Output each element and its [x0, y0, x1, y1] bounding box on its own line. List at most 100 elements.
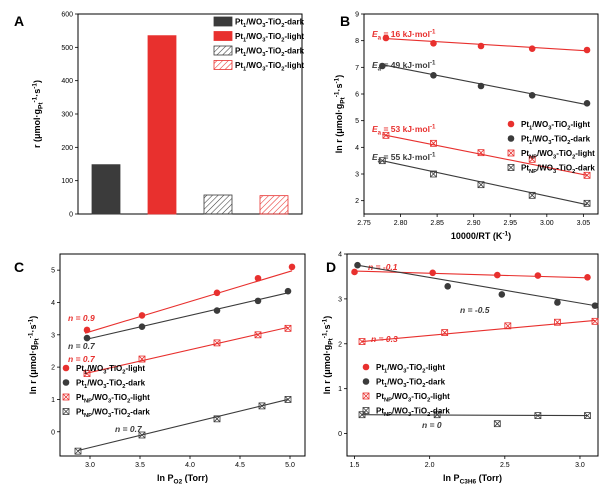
- x-tick-label: 4.5: [235, 462, 245, 469]
- legend-swatch: [213, 45, 233, 56]
- marker-cross: [591, 318, 599, 325]
- data-point: [583, 100, 591, 107]
- marker-box: [477, 181, 485, 189]
- panel-a: A 0 100 200 300 400 500 600 r (μmol·gPt-1·s-1) Pt…: [14, 12, 305, 219]
- marker-box: [258, 402, 266, 410]
- data-point: [584, 412, 591, 420]
- marker-cross: [213, 415, 221, 423]
- x-tick-label: 3.05: [577, 220, 591, 227]
- marker-box: [138, 431, 146, 439]
- data-point: [213, 307, 221, 314]
- marker-cross: [138, 355, 146, 363]
- y-tick-label: 0: [69, 212, 73, 219]
- y-axis-label: r (μmol·gPt-1·s-1): [32, 80, 45, 148]
- marker-cross: [507, 149, 515, 157]
- data-point: [433, 411, 441, 419]
- marker-box: [584, 412, 591, 420]
- annotation-n: n = 0.7: [115, 424, 143, 434]
- y-tick-label: 4: [51, 300, 55, 307]
- data-point: [554, 318, 561, 326]
- x-tick-label: 2.80: [394, 220, 408, 227]
- data-point: [138, 355, 146, 363]
- data-point: [554, 299, 561, 306]
- legend-swatch: [213, 31, 233, 41]
- marker-cross: [254, 331, 262, 339]
- marker-box: [583, 171, 591, 179]
- fit-line: [382, 64, 588, 106]
- data-point: [528, 45, 536, 52]
- data-point: [83, 370, 91, 377]
- legend-marker: [62, 393, 70, 401]
- y-tick-label: 3: [355, 172, 359, 179]
- marker-cross: [528, 156, 536, 163]
- marker-box: [433, 411, 441, 419]
- y-tick-label: 6: [355, 92, 359, 99]
- marker-box: [362, 407, 370, 414]
- marker-cross: [378, 157, 386, 164]
- data-point: [477, 42, 485, 50]
- legend-label: Pt1/WO3-TiO2-dark: [76, 379, 146, 391]
- marker-cross: [138, 431, 146, 439]
- x-tick-label: 5.0: [285, 462, 295, 469]
- data-point: [254, 297, 262, 305]
- x-tick-label: 2.75: [357, 220, 371, 227]
- marker-cross: [62, 393, 70, 401]
- marker-cross: [554, 318, 561, 326]
- data-point: [382, 131, 390, 139]
- data-point: [351, 268, 358, 276]
- marker-cross: [504, 322, 512, 330]
- data-point: [584, 274, 591, 281]
- x-axis-label: ln PC3H6 (Torr): [443, 473, 502, 486]
- marker-box: [507, 164, 515, 171]
- data-point: [354, 261, 361, 269]
- marker-box: [477, 149, 485, 157]
- marker-cross: [83, 370, 91, 377]
- y-axis-label: ln r (μmol·gPt-1·s-1): [28, 316, 41, 395]
- panel-letter-d: D: [326, 259, 336, 275]
- panel-d: D 1.5 2.0 2.5 3.0 0 1 2 3 4 ln PC3H6 (Torr) ln r (μ…: [322, 252, 599, 486]
- panel-letter-b: B: [340, 13, 350, 29]
- legend-label: Pt1/WO3-TiO2-light: [235, 32, 304, 44]
- legend-label: PtNP/WO3-TiO2-dark: [76, 408, 150, 420]
- marker-box: [62, 393, 70, 401]
- legend-label: Pt1/WO3-TiO2-dark: [235, 47, 305, 59]
- data-point: [498, 291, 506, 298]
- fit-line: [382, 133, 588, 176]
- legend-marker: [507, 135, 515, 142]
- data-point: [534, 412, 542, 420]
- marker-cross: [507, 164, 515, 171]
- data-point: [477, 82, 485, 90]
- data-point: [534, 272, 542, 279]
- annotation-n: n = 0.7: [68, 354, 96, 364]
- data-point: [504, 322, 512, 330]
- data-point: [254, 331, 262, 339]
- y-tick-label: 0: [338, 431, 342, 438]
- marker-box: [493, 420, 501, 428]
- fit-line: [84, 292, 289, 341]
- x-axis-label: 10000/RT (K-1): [451, 231, 511, 242]
- marker-box: [254, 331, 262, 339]
- legend-marker: [62, 379, 70, 386]
- marker-cross: [583, 200, 591, 207]
- annotation-n: n = 0: [422, 420, 442, 430]
- panel-letter-a: A: [14, 13, 24, 29]
- fit-line: [382, 160, 588, 206]
- marker-cross: [583, 172, 591, 179]
- marker-box: [528, 191, 536, 199]
- marker-box: [382, 131, 390, 139]
- legend-label: PtNP/WO3-TiO2-dark: [521, 164, 595, 176]
- x-tick-label: 4.0: [185, 462, 195, 469]
- marker-box: [358, 411, 366, 419]
- legend-marker: [62, 364, 70, 372]
- data-point: [378, 62, 386, 70]
- marker-box: [534, 412, 542, 420]
- marker-cross: [74, 447, 82, 455]
- marker-box: [430, 139, 437, 147]
- data-point: [83, 326, 91, 334]
- data-point: [83, 334, 91, 342]
- data-point: [213, 339, 221, 347]
- data-point: [284, 396, 292, 403]
- marker-cross: [430, 140, 437, 147]
- legend-swatch: [213, 16, 233, 27]
